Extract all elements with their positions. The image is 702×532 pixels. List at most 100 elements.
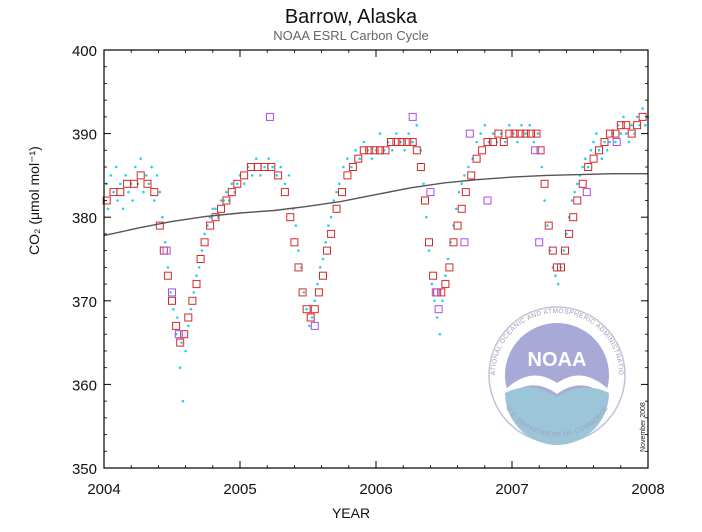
data-square-1-85 — [536, 146, 545, 155]
data-square-1-49 — [359, 146, 368, 155]
data-point-0-143 — [554, 274, 557, 278]
data-square-1-68 — [449, 238, 458, 247]
data-point-0-149 — [570, 199, 574, 202]
data-point-0-85 — [346, 157, 349, 160]
data-point-0-140 — [546, 224, 549, 227]
data-square-1-13 — [176, 338, 185, 347]
data-point-0-101 — [411, 140, 415, 144]
y-tick-label-5: 400 — [72, 43, 97, 60]
data-square-1-34 — [290, 238, 299, 247]
data-square-1-93 — [569, 213, 578, 222]
data-square-2-7 — [431, 288, 440, 297]
data-point-0-8 — [121, 207, 125, 211]
data-square-2-15 — [460, 238, 469, 247]
data-square-1-20 — [206, 221, 215, 230]
data-point-0-54 — [242, 182, 246, 186]
data-point-0-175 — [641, 107, 644, 110]
data-square-2-3 — [265, 112, 274, 121]
data-square-1-73 — [472, 154, 481, 163]
data-point-0-83 — [338, 182, 341, 186]
data-point-0-16 — [142, 190, 145, 194]
y-tick-label-4: 390 — [72, 127, 97, 144]
data-point-0-80 — [329, 215, 333, 219]
data-point-0-119 — [463, 174, 466, 177]
data-point-0-88 — [358, 157, 362, 160]
seagull-icon — [505, 375, 609, 398]
data-point-0-48 — [225, 190, 228, 194]
data-square-1-16 — [188, 296, 197, 305]
data-point-0-67 — [294, 224, 298, 227]
data-point-0-21 — [155, 174, 159, 177]
data-square-1-75 — [483, 138, 492, 146]
data-square-1-105 — [633, 121, 642, 130]
data-square-1-28 — [253, 163, 262, 171]
data-point-0-4 — [112, 190, 115, 194]
data-point-0-130 — [508, 123, 511, 127]
data-point-0-100 — [407, 132, 410, 135]
data-square-1-35 — [294, 263, 303, 272]
data-point-0-133 — [520, 123, 523, 127]
data-square-1-94 — [573, 196, 582, 205]
data-square-1-30 — [267, 163, 276, 171]
data-point-0-122 — [475, 140, 478, 144]
data-square-1-63 — [429, 271, 438, 280]
data-square-1-100 — [605, 129, 614, 138]
data-square-1-55 — [392, 138, 401, 146]
data-point-0-144 — [556, 282, 560, 286]
data-point-0-44 — [214, 207, 217, 211]
data-point-0-107 — [430, 282, 434, 286]
data-point-0-32 — [181, 399, 185, 403]
data-point-0-86 — [350, 165, 353, 169]
data-point-0-72 — [308, 324, 311, 328]
data-point-0-102 — [415, 123, 419, 127]
data-point-0-111 — [441, 299, 444, 303]
data-point-0-61 — [271, 165, 274, 169]
data-point-0-9 — [124, 174, 128, 177]
data-point-0-36 — [192, 291, 196, 294]
data-square-1-2 — [116, 188, 125, 197]
data-point-0-146 — [562, 249, 565, 252]
data-square-1-86 — [540, 179, 549, 188]
data-point-0-150 — [573, 190, 576, 194]
data-point-0-165 — [614, 140, 617, 144]
data-square-1-57 — [403, 138, 412, 146]
data-point-0-151 — [576, 182, 579, 186]
y-tick-label-0: 350 — [72, 461, 97, 478]
data-point-0-29 — [176, 316, 179, 319]
data-square-1-18 — [196, 255, 205, 263]
data-point-0-56 — [250, 174, 254, 177]
data-point-0-37 — [195, 274, 198, 278]
data-point-0-154 — [584, 157, 587, 160]
data-square-2-12 — [582, 188, 591, 197]
data-square-1-32 — [280, 188, 289, 197]
data-point-0-123 — [479, 132, 483, 135]
data-point-0-64 — [283, 182, 287, 186]
data-square-1-0 — [102, 196, 111, 205]
data-point-0-106 — [427, 249, 431, 252]
data-point-0-93 — [378, 132, 382, 135]
data-point-0-173 — [635, 115, 639, 119]
data-square-1-56 — [397, 138, 406, 146]
data-square-1-54 — [387, 138, 395, 146]
data-square-1-12 — [172, 321, 181, 330]
data-point-0-30 — [178, 366, 182, 370]
data-point-0-108 — [433, 299, 436, 303]
data-point-0-105 — [425, 215, 428, 219]
data-square-1-76 — [489, 138, 497, 146]
data-point-0-110 — [438, 332, 442, 336]
data-square-1-96 — [584, 163, 593, 171]
data-point-0-161 — [603, 140, 606, 144]
data-point-0-26 — [169, 291, 172, 294]
data-square-1-45 — [338, 188, 346, 197]
data-point-0-71 — [305, 307, 308, 311]
data-point-0-96 — [391, 149, 394, 152]
data-point-0-97 — [395, 132, 398, 135]
data-square-1-98 — [595, 146, 603, 155]
data-square-1-52 — [376, 146, 385, 155]
data-point-0-129 — [503, 140, 507, 144]
data-point-0-87 — [354, 149, 357, 152]
data-point-0-6 — [116, 199, 119, 202]
data-point-0-167 — [619, 132, 623, 135]
data-point-0-104 — [422, 182, 425, 186]
